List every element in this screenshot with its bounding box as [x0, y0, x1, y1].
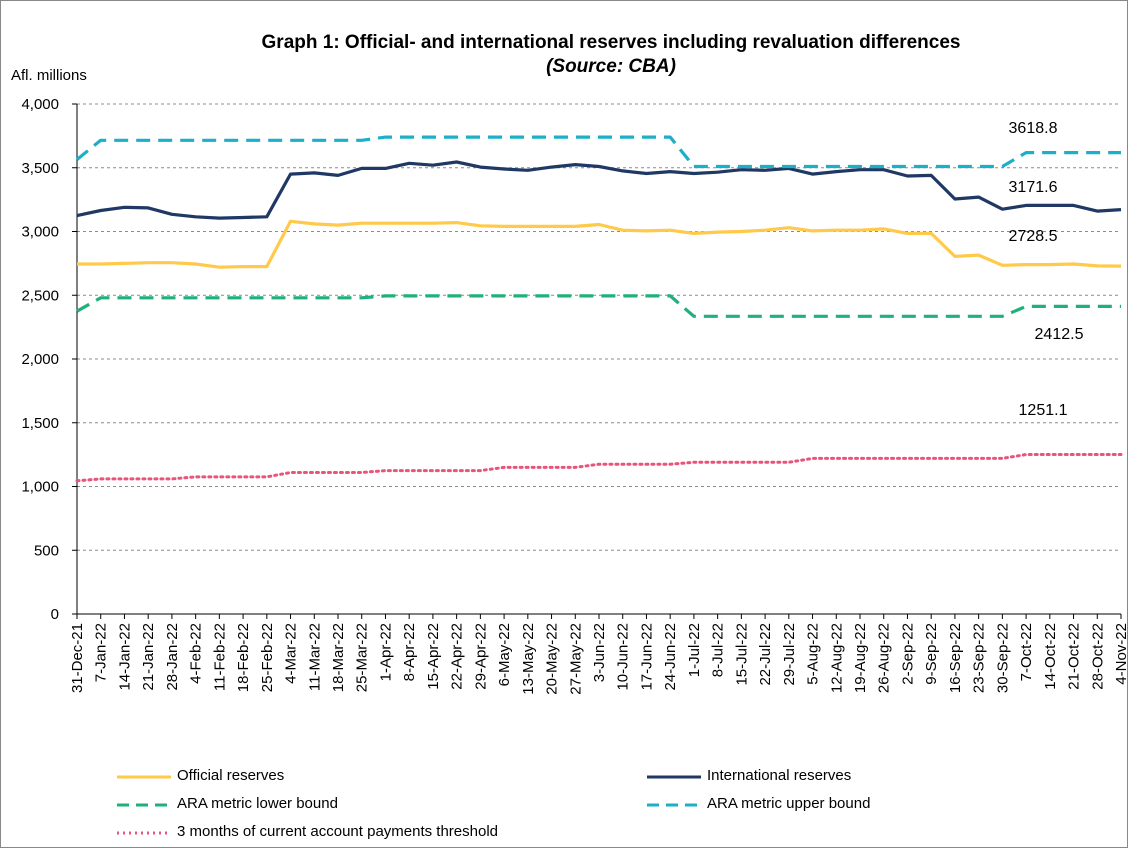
- x-tick-label: 29-Jul-22: [781, 623, 798, 686]
- x-tick-label: 18-Feb-22: [235, 623, 252, 692]
- legend-swatch: [117, 831, 171, 835]
- x-tick-label: 11-Mar-22: [306, 623, 323, 691]
- x-tick-label: 27-May-22: [567, 623, 584, 695]
- x-tick-label: 4-Mar-22: [283, 623, 300, 684]
- x-tick-label: 14-Jan-22: [116, 623, 133, 691]
- x-tick-label: 16-Sep-22: [947, 623, 964, 693]
- x-tick-label: 18-Mar-22: [330, 623, 347, 692]
- y-tick-label: 2,000: [21, 351, 59, 368]
- x-tick-label: 2-Sep-22: [899, 623, 916, 685]
- x-tick-label: 31-Dec-21: [69, 623, 86, 693]
- x-tick-label: 6-May-22: [496, 623, 513, 686]
- legend-swatch: [117, 803, 171, 807]
- y-axis-label: Afl. millions: [11, 67, 87, 84]
- series-line-ara-metric-upper-bound: [75, 135, 1121, 169]
- x-tick-label: 1-Jul-22: [686, 623, 703, 677]
- x-tick-label: 24-Jun-22: [662, 623, 679, 691]
- x-tick-label: 15-Jul-22: [733, 623, 750, 686]
- legend-label: 3 months of current account payments thr…: [177, 823, 499, 840]
- x-tick-label: 22-Apr-22: [449, 623, 466, 690]
- y-tick-label: 1,500: [21, 415, 59, 432]
- legend-label: International reserves: [707, 767, 852, 784]
- y-tick-label: 1,000: [21, 479, 59, 496]
- x-tick-label: 25-Feb-22: [259, 623, 276, 692]
- x-tick-label: 29-Apr-22: [472, 623, 489, 690]
- x-tick-label: 7-Oct-22: [1018, 623, 1035, 681]
- line-chart: 0 500 1,000 1,500 2,000 2,500 3,000 3,500 4,000 3…: [21, 96, 1127, 695]
- legend-swatch: [647, 803, 701, 807]
- data-label: 3618.8: [1009, 120, 1058, 137]
- x-tick-label: 9-Sep-22: [923, 623, 940, 685]
- x-tick-label: 4-Nov-22: [1113, 623, 1127, 685]
- x-tick-label: 22-Jul-22: [757, 623, 774, 686]
- x-tick-label: 12-Aug-22: [828, 623, 845, 693]
- legend-label: ARA metric upper bound: [707, 795, 871, 812]
- x-tick-label: 5-Aug-22: [805, 623, 822, 685]
- data-label: 2412.5: [1035, 326, 1084, 343]
- x-tick-label: 21-Jan-22: [140, 623, 157, 691]
- x-tick-label: 8-Jul-22: [710, 623, 727, 677]
- x-tick-label: 21-Oct-22: [1066, 623, 1083, 690]
- x-tick-label: 7-Jan-22: [93, 623, 110, 682]
- series-line-ara-metric-lower-bound: [76, 294, 1121, 318]
- x-tick-label: 25-Mar-22: [354, 623, 371, 692]
- y-tick-label: 3,500: [21, 160, 59, 177]
- x-tick-label: 23-Sep-22: [971, 623, 988, 693]
- chart-title-block: Graph 1: Official- and international res…: [111, 31, 1111, 79]
- legend-label: Official reserves: [177, 767, 285, 784]
- y-tick-label: 2,500: [21, 287, 59, 304]
- x-tick-label: 26-Aug-22: [876, 623, 893, 693]
- x-tick-label: 8-Apr-22: [401, 623, 418, 681]
- x-tick-label: 3-Jun-22: [591, 623, 608, 682]
- x-tick-label: 15-Apr-22: [425, 623, 442, 690]
- x-tick-label: 11-Feb-22: [211, 623, 228, 691]
- series-line-3-months-of-current-account-payments-threshold: [75, 453, 1123, 483]
- x-tick-label: 1-Apr-22: [377, 623, 394, 681]
- data-label: 2728.5: [1009, 228, 1058, 245]
- chart-title: Graph 1: Official- and international res…: [261, 32, 961, 53]
- data-label: 3171.6: [1009, 179, 1058, 196]
- x-tick-label: 30-Sep-22: [994, 623, 1011, 693]
- y-tick-label: 0: [51, 606, 59, 623]
- y-tick-label: 3,000: [21, 224, 59, 241]
- chart-subtitle: (Source: CBA): [546, 56, 676, 77]
- legend-swatch: [117, 775, 171, 779]
- series-line-official-reserves: [77, 219, 1122, 269]
- y-tick-label: 500: [34, 542, 59, 559]
- x-tick-label: 10-Jun-22: [615, 623, 632, 691]
- series-line-international-reserves: [76, 160, 1122, 220]
- x-tick-label: 13-May-22: [520, 623, 537, 695]
- legend-label: ARA metric lower bound: [177, 795, 338, 812]
- x-tick-label: 14-Oct-22: [1042, 623, 1059, 690]
- x-tick-label: 28-Jan-22: [164, 623, 181, 691]
- x-tick-label: 28-Oct-22: [1089, 623, 1106, 690]
- x-tick-label: 19-Aug-22: [852, 623, 869, 693]
- x-tick-label: 17-Jun-22: [638, 623, 655, 691]
- legend-swatch: [647, 775, 701, 779]
- x-tick-label: 4-Feb-22: [188, 623, 205, 684]
- y-tick-label: 4,000: [21, 96, 59, 113]
- data-label: 1251.1: [1019, 402, 1068, 419]
- x-tick-label: 20-May-22: [544, 623, 561, 695]
